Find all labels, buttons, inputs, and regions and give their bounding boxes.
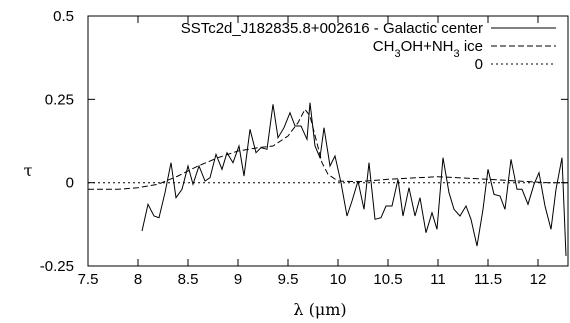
x-tick-label: 9.5 [278, 271, 299, 288]
legend-text-part: CH [373, 38, 395, 55]
legend-label: SSTc2d_J182835.8+002616 - Galactic cente… [181, 20, 483, 37]
x-tick-label: 10 [330, 271, 347, 288]
y-axis: -0.25 0 0.25 0.5 [40, 8, 568, 275]
plot-frame [87, 15, 569, 267]
legend-subscript: 3 [454, 48, 460, 60]
x-tick-label: 11.5 [474, 271, 502, 288]
y-axis-title: τ [24, 161, 33, 180]
y-tick-label: 0.25 [45, 91, 74, 108]
plot-border [87, 15, 569, 267]
x-tick-label: 9 [234, 271, 242, 288]
x-tick-label: 8 [134, 271, 142, 288]
x-tick-label: 12 [530, 271, 547, 288]
series-layer [88, 102, 568, 257]
x-tick-label: 10.5 [373, 271, 402, 288]
legend-subscript: 3 [394, 48, 400, 60]
observed-spectrum-line [141, 102, 567, 257]
legend: SSTc2d_J182835.8+002616 - Galactic cente… [181, 20, 556, 73]
legend-text-part: OH+NH [401, 38, 454, 55]
y-tick-label: 0 [66, 175, 74, 192]
x-axis: 7.5 8 8.5 9 9.5 10 10.5 11 11.5 12 [78, 16, 547, 288]
x-tick-label: 7.5 [78, 271, 99, 288]
x-tick-label: 8.5 [178, 271, 199, 288]
legend-label: 0 [475, 56, 483, 73]
legend-text-part: ice [460, 38, 483, 55]
x-tick-label: 11 [430, 271, 446, 288]
ice-model-line [88, 108, 568, 190]
x-axis-title: λ (μm) [293, 300, 346, 319]
y-tick-label: -0.25 [40, 258, 74, 275]
y-tick-label: 0.5 [53, 8, 74, 25]
legend-label: CH3OH+NH3 ice [373, 38, 483, 60]
